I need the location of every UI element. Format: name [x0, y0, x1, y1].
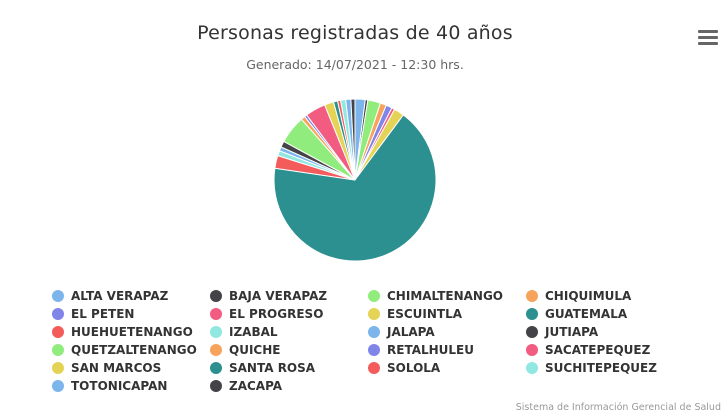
legend-item-izabal[interactable]: IZABAL: [210, 323, 368, 341]
legend-label: SANTA ROSA: [229, 361, 316, 375]
legend-item-zacapa[interactable]: ZACAPA: [210, 377, 368, 395]
legend-label: IZABAL: [229, 325, 278, 339]
legend-item-chimaltenango[interactable]: CHIMALTENANGO: [368, 287, 526, 305]
legend-item-alta-verapaz[interactable]: ALTA VERAPAZ: [52, 287, 210, 305]
legend-label: GUATEMALA: [545, 307, 628, 321]
legend-marker-icon: [52, 308, 64, 320]
legend-marker-icon: [526, 362, 538, 374]
context-menu-button[interactable]: [698, 30, 718, 48]
legend-marker-icon: [526, 308, 538, 320]
hamburger-menu-icon-bar: [698, 30, 718, 33]
legend-label: RETALHULEU: [387, 343, 474, 357]
legend-item-el-progreso[interactable]: EL PROGRESO: [210, 305, 368, 323]
legend-marker-icon: [52, 290, 64, 302]
legend-label: BAJA VERAPAZ: [229, 289, 328, 303]
hamburger-menu-icon-bar: [698, 36, 718, 39]
legend-label: QUICHE: [229, 343, 281, 357]
legend-item-santa-rosa[interactable]: SANTA ROSA: [210, 359, 368, 377]
legend-item-totonicapan[interactable]: TOTONICAPAN: [52, 377, 210, 395]
legend-label: HUEHUETENANGO: [71, 325, 193, 339]
legend-marker-icon: [526, 344, 538, 356]
legend-label: ESCUINTLA: [387, 307, 463, 321]
legend-label: CHIMALTENANGO: [387, 289, 504, 303]
legend-marker-icon: [210, 362, 222, 374]
legend-marker-icon: [210, 326, 222, 338]
legend-item-el-peten[interactable]: EL PETEN: [52, 305, 210, 323]
legend: ALTA VERAPAZ BAJA VERAPAZ CHIMALTENANGO CHI…: [52, 287, 712, 395]
legend-marker-icon: [210, 344, 222, 356]
legend-item-retalhuleu[interactable]: RETALHULEU: [368, 341, 526, 359]
legend-label: JALAPA: [387, 325, 435, 339]
legend-item-jalapa[interactable]: JALAPA: [368, 323, 526, 341]
pie-slice-zacapa[interactable]: [350, 98, 356, 181]
legend-label: TOTONICAPAN: [71, 379, 168, 393]
legend-marker-icon: [52, 326, 64, 338]
legend-item-solola[interactable]: SOLOLA: [368, 359, 526, 377]
legend-label: SOLOLA: [387, 361, 441, 375]
legend-label: ZACAPA: [229, 379, 283, 393]
legend-marker-icon: [52, 362, 64, 374]
legend-item-sacatepequez[interactable]: SACATEPEQUEZ: [526, 341, 676, 359]
credits[interactable]: Sistema de Información Gerencial de Salu…: [515, 402, 721, 413]
legend-label: SACATEPEQUEZ: [545, 343, 651, 357]
legend-label: SUCHITEPEQUEZ: [545, 361, 657, 375]
legend-marker-icon: [368, 362, 380, 374]
legend-marker-icon: [526, 326, 538, 338]
legend-marker-icon: [210, 380, 222, 392]
legend-marker-icon: [526, 290, 538, 302]
legend-item-quetzaltenango[interactable]: QUETZALTENANGO: [52, 341, 210, 359]
legend-label: QUETZALTENANGO: [71, 343, 197, 357]
chart-title: Personas registradas de 40 años: [197, 22, 513, 44]
legend-item-escuintla[interactable]: ESCUINTLA: [368, 305, 526, 323]
legend-item-chiquimula[interactable]: CHIQUIMULA: [526, 287, 676, 305]
chart-subtitle: Generado: 14/07/2021 - 12:30 hrs.: [246, 57, 464, 72]
legend-label: SAN MARCOS: [71, 361, 162, 375]
legend-item-suchitepequez[interactable]: SUCHITEPEQUEZ: [526, 359, 676, 377]
legend-marker-icon: [368, 290, 380, 302]
pie-slice-guatemala[interactable]: [273, 114, 437, 262]
legend-marker-icon: [368, 308, 380, 320]
legend-item-baja-verapaz[interactable]: BAJA VERAPAZ: [210, 287, 368, 305]
hamburger-menu-icon-bar: [698, 42, 718, 45]
legend-marker-icon: [368, 326, 380, 338]
legend-item-guatemala[interactable]: GUATEMALA: [526, 305, 676, 323]
legend-label: CHIQUIMULA: [545, 289, 632, 303]
pie-slices: [273, 98, 437, 262]
legend-marker-icon: [210, 308, 222, 320]
legend-label: JUTIAPA: [545, 325, 599, 339]
legend-marker-icon: [52, 344, 64, 356]
legend-label: EL PROGRESO: [229, 307, 324, 321]
legend-label: EL PETEN: [71, 307, 135, 321]
legend-item-jutiapa[interactable]: JUTIAPA: [526, 323, 676, 341]
legend-marker-icon: [210, 290, 222, 302]
legend-marker-icon: [52, 380, 64, 392]
legend-label: ALTA VERAPAZ: [71, 289, 169, 303]
legend-item-quiche[interactable]: QUICHE: [210, 341, 368, 359]
legend-marker-icon: [368, 344, 380, 356]
legend-item-san-marcos[interactable]: SAN MARCOS: [52, 359, 210, 377]
legend-item-huehuetenango[interactable]: HUEHUETENANGO: [52, 323, 210, 341]
